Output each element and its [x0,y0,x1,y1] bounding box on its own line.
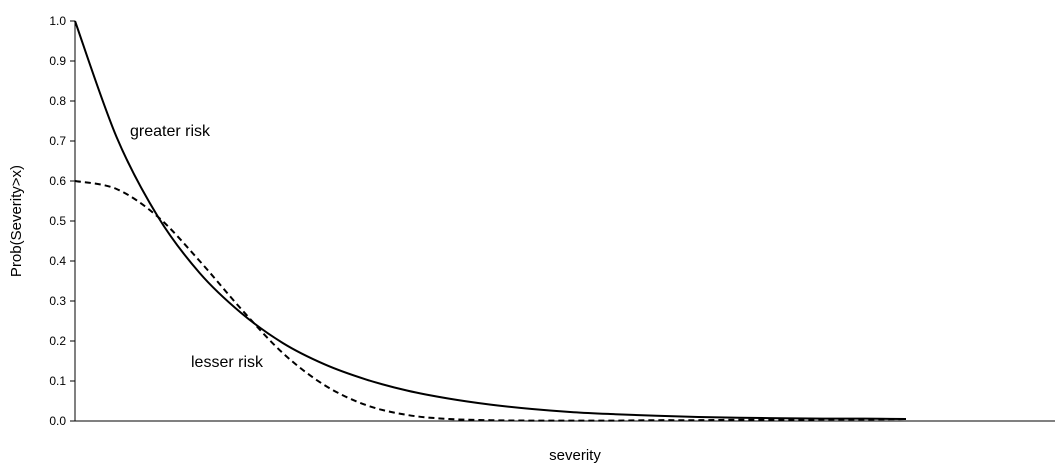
y-tick-label: 0.2 [49,334,66,348]
y-tick-label: 0.4 [49,254,66,268]
y-tick-label: 0.8 [49,94,66,108]
y-tick-label: 0.0 [49,414,66,428]
x-axis-title: severity [549,447,601,464]
annotation-greater-risk: greater risk [130,123,211,140]
y-tick-label: 0.3 [49,294,66,308]
series-line-lesser-risk [74,180,907,422]
y-axis-title: Prob(Severity>x) [8,165,25,277]
y-tick-label: 1.0 [49,14,66,28]
y-tick-label: 0.7 [49,134,66,148]
y-tick-label: 0.6 [49,174,66,188]
y-ticks: 0.0 0.1 0.2 0.3 0.4 0.5 0.6 0.7 0.8 0.9 1.0 [49,14,75,428]
annotation-lesser-risk: lesser risk [191,354,264,371]
y-tick-label: 0.9 [49,54,66,68]
series-line-greater-risk [74,20,907,420]
y-tick-label: 0.1 [49,374,66,388]
plot-area [74,20,907,422]
y-tick-label: 0.5 [49,214,66,228]
